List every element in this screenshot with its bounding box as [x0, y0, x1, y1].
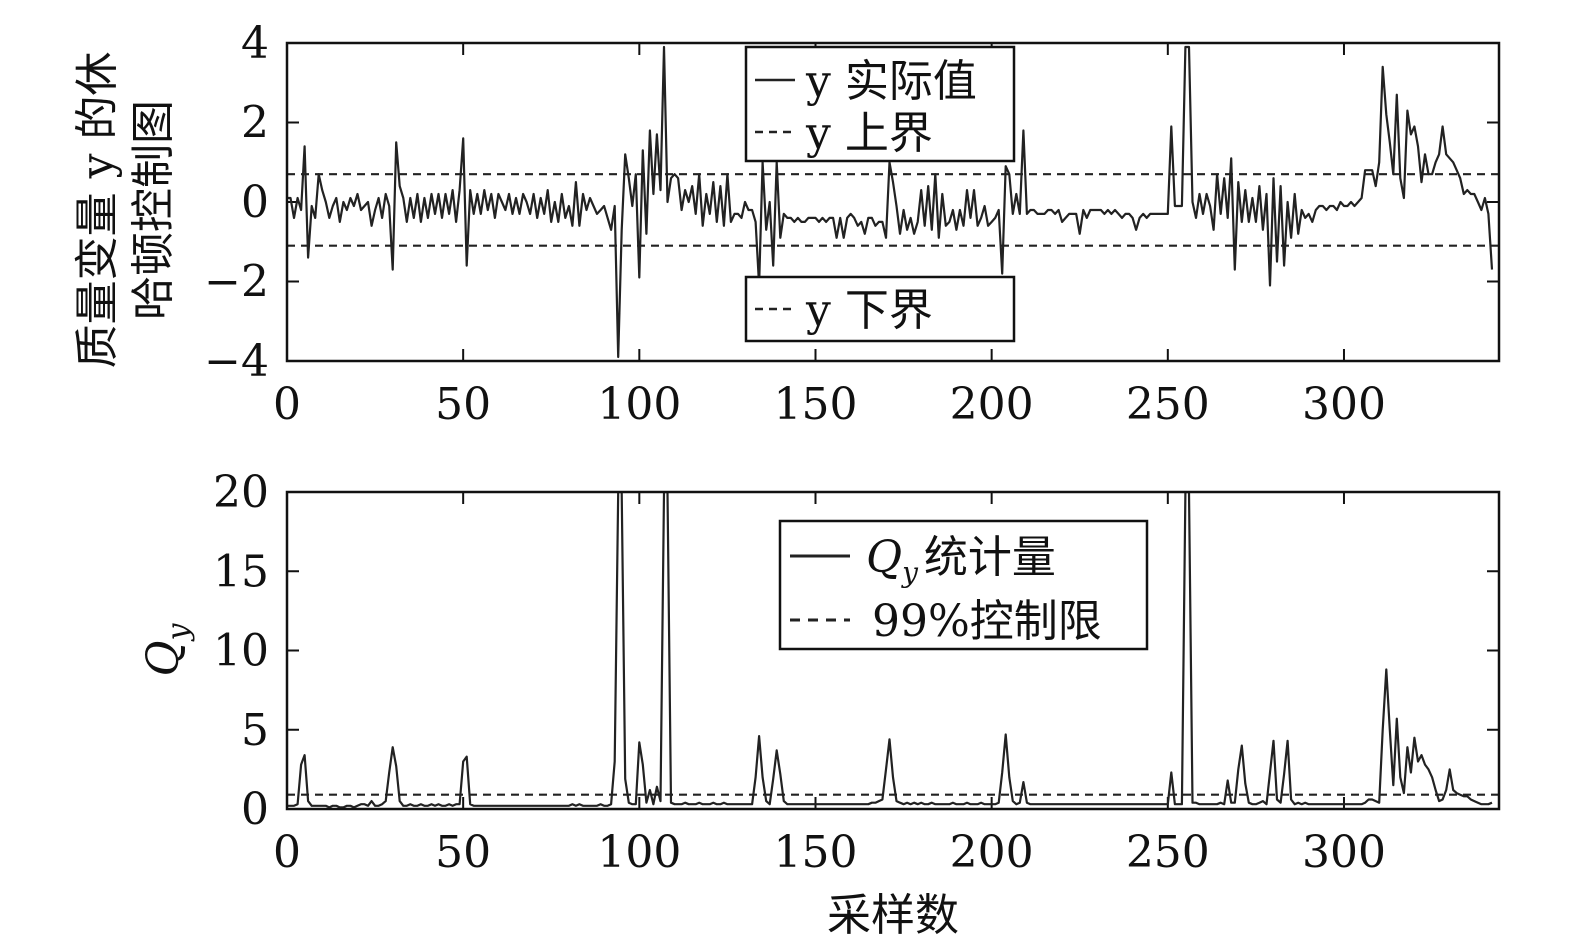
bottom-x-tick-label: 150 — [773, 827, 857, 878]
bottom-y-axis-label-sub: y — [161, 622, 196, 642]
bottom-plot-area — [287, 492, 1499, 809]
top-x-tick-label: 200 — [950, 379, 1034, 430]
top-legend-upper: y 实际值 y 上界 — [744, 45, 1016, 163]
legend-label-y-actual: y 实际值 — [805, 56, 977, 107]
bottom-plot-frame — [285, 490, 1501, 811]
top-x-tick-label: 100 — [597, 379, 681, 430]
bottom-y-tick-label: 10 — [213, 626, 269, 677]
bottom-x-tick-label: 100 — [597, 827, 681, 878]
bottom-y-tick-label: 0 — [241, 784, 269, 835]
top-plot-area — [287, 45, 1499, 359]
legend-label-qy-sub: y — [900, 556, 919, 589]
bottom-y-tick-label: 20 — [213, 467, 269, 518]
legend-label-qy: Qy 统计量 — [866, 532, 1056, 589]
legend-label-y-upper: y 上界 — [805, 108, 933, 159]
bottom-series-line-0 — [287, 492, 1493, 809]
top-x-ticks: 0 50 100 150 200 250 300 — [273, 43, 1386, 430]
legend-label-qy-suffix: 统计量 — [924, 532, 1056, 583]
top-y-axis-label-line2: 哈顿控制图 — [128, 100, 179, 320]
top-chart: 质量变量 y 的休 哈顿控制图 4 2 0 −2 −4 0 50 100 150 200 250 3… — [72, 18, 1501, 430]
top-plot-frame — [285, 41, 1501, 363]
bottom-x-axis-label: 采样数 — [827, 890, 959, 941]
bottom-x-tick-label: 200 — [950, 827, 1034, 878]
bottom-y-tick-label: 5 — [241, 705, 269, 756]
top-x-tick-label: 300 — [1302, 379, 1386, 430]
top-legend-lower: y 下界 — [744, 275, 1016, 343]
top-legend-upper-box — [744, 45, 1016, 163]
top-y-axis-label-line1: 质量变量 y 的休 — [72, 52, 123, 369]
top-y-ticks: 4 2 0 −2 −4 — [204, 18, 1499, 387]
top-y-tick-label: −2 — [204, 257, 269, 308]
top-x-tick-label: 250 — [1126, 379, 1210, 430]
top-series-line-0 — [287, 45, 1494, 359]
top-y-tick-label: 0 — [241, 177, 269, 228]
bottom-y-tick-label: 15 — [213, 546, 269, 597]
bottom-y-axis-label-main: Q — [138, 640, 189, 676]
bottom-y-axis-label: Qy — [138, 622, 196, 676]
legend-label-y-lower: y 下界 — [805, 285, 933, 336]
bottom-x-tick-label: 250 — [1126, 827, 1210, 878]
top-y-tick-label: −4 — [204, 336, 269, 387]
legend-label-control-limit: 99%控制限 — [872, 596, 1102, 647]
bottom-legend: Qy 统计量 99%控制限 — [778, 519, 1149, 651]
bottom-x-tick-label: 300 — [1302, 827, 1386, 878]
top-x-tick-label: 150 — [773, 379, 857, 430]
bottom-legend-box — [778, 519, 1149, 651]
bottom-x-tick-label: 50 — [435, 827, 491, 878]
top-y-tick-label: 2 — [241, 98, 269, 149]
bottom-x-ticks: 0 50 100 150 200 250 300 — [273, 492, 1386, 878]
top-y-tick-label: 4 — [241, 18, 269, 69]
bottom-x-tick-label: 0 — [273, 827, 301, 878]
legend-label-qy-main: Q — [866, 532, 902, 583]
top-x-tick-label: 0 — [273, 379, 301, 430]
top-x-tick-label: 50 — [435, 379, 491, 430]
bottom-y-ticks: 20 15 10 5 0 — [213, 467, 1499, 835]
